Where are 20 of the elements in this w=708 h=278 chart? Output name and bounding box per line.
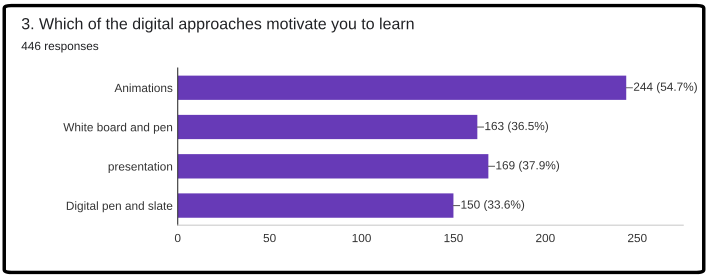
data-label: 169 (37.9%) [496,160,560,172]
data-label: 150 (33.6%) [461,200,524,212]
x-tick-label: 150 [444,234,463,242]
x-tick-label: 50 [264,234,276,242]
data-label: 163 (36.5%) [485,122,548,133]
bar [178,154,488,178]
bar [178,76,626,100]
chart-title: 3. Which of the digital approaches motivate you to learn [22,18,414,33]
data-label: 244 (54.7%) [634,82,697,94]
y-tick-label: presentation [108,162,172,174]
text: 446 responses [22,42,98,52]
x-tick-label: 250 [628,234,647,242]
x-tick-label: 0 [174,234,181,242]
x-tick-label: 200 [536,234,555,242]
x-tick-label: 100 [352,234,371,242]
bar [178,114,478,140]
y-tick-label: White board and pen [63,122,172,134]
y-tick-label: Animations [114,83,172,92]
y-tick-label: Digital pen and slate [66,201,172,212]
bar [178,193,454,218]
